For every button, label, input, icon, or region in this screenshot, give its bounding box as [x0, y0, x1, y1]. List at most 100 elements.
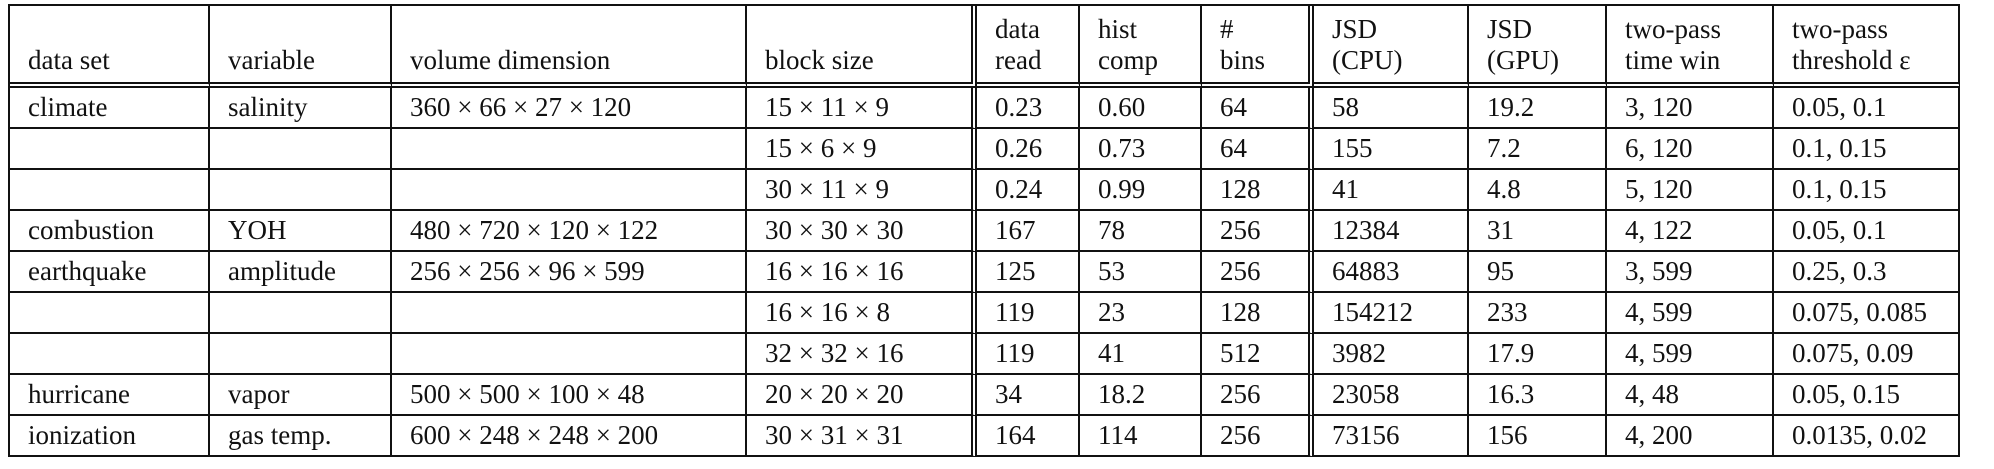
table-row: climate salinity 360 × 66 × 27 × 120 15 × 1…	[10, 88, 1960, 129]
cell-block-size: 16 × 16 × 8	[747, 293, 977, 334]
cell-data-set: combustion	[10, 211, 210, 252]
cell-jsd-gpu: 19.2	[1469, 88, 1607, 129]
cell-threshold: 0.1, 0.15	[1774, 129, 1960, 170]
cell-jsd-gpu: 233	[1469, 293, 1607, 334]
cell-data-set: ionization	[10, 416, 210, 457]
cell-data-read: 167	[977, 211, 1080, 252]
cell-volume-dimension: 600 × 248 × 248 × 200	[392, 416, 747, 457]
table-row: 15 × 6 × 9 0.26 0.73 64 155 7.2 6, 120 0.1, 0.1…	[10, 129, 1960, 170]
table-container: data set variable volume dimension block…	[8, 4, 1960, 457]
table-body: climate salinity 360 × 66 × 27 × 120 15 × 1…	[10, 88, 1960, 457]
cell-jsd-gpu: 7.2	[1469, 129, 1607, 170]
cell-bins: 128	[1202, 293, 1314, 334]
cell-data-read: 34	[977, 375, 1080, 416]
cell-variable: salinity	[210, 88, 392, 129]
cell-jsd-gpu: 17.9	[1469, 334, 1607, 375]
col-header-block-size: block size	[747, 6, 977, 88]
cell-time-win: 4, 200	[1607, 416, 1774, 457]
col-header-jsd-cpu: JSD (CPU)	[1314, 6, 1469, 88]
cell-threshold: 0.0135, 0.02	[1774, 416, 1960, 457]
cell-time-win: 4, 122	[1607, 211, 1774, 252]
cell-jsd-cpu: 41	[1314, 170, 1469, 211]
cell-time-win: 4, 48	[1607, 375, 1774, 416]
cell-jsd-gpu: 16.3	[1469, 375, 1607, 416]
cell-hist-comp: 23	[1080, 293, 1202, 334]
cell-threshold: 0.05, 0.1	[1774, 211, 1960, 252]
cell-time-win: 4, 599	[1607, 334, 1774, 375]
results-table: data set variable volume dimension block…	[8, 4, 1960, 457]
cell-jsd-cpu: 58	[1314, 88, 1469, 129]
cell-block-size: 15 × 11 × 9	[747, 88, 977, 129]
cell-data-set: climate	[10, 88, 210, 129]
cell-data-set: hurricane	[10, 375, 210, 416]
cell-bins: 256	[1202, 416, 1314, 457]
cell-hist-comp: 41	[1080, 334, 1202, 375]
cell-volume-dimension: 480 × 720 × 120 × 122	[392, 211, 747, 252]
cell-block-size: 16 × 16 × 16	[747, 252, 977, 293]
cell-jsd-cpu: 12384	[1314, 211, 1469, 252]
cell-hist-comp: 78	[1080, 211, 1202, 252]
cell-bins: 256	[1202, 252, 1314, 293]
cell-data-set	[10, 170, 210, 211]
cell-hist-comp: 18.2	[1080, 375, 1202, 416]
cell-bins: 256	[1202, 375, 1314, 416]
cell-block-size: 30 × 31 × 31	[747, 416, 977, 457]
table-row: earthquake amplitude 256 × 256 × 96 × 599 1…	[10, 252, 1960, 293]
col-header-bins: # bins	[1202, 6, 1314, 88]
cell-data-set: earthquake	[10, 252, 210, 293]
cell-data-set	[10, 293, 210, 334]
cell-time-win: 6, 120	[1607, 129, 1774, 170]
cell-jsd-gpu: 31	[1469, 211, 1607, 252]
cell-variable: amplitude	[210, 252, 392, 293]
cell-data-read: 0.26	[977, 129, 1080, 170]
cell-jsd-cpu: 23058	[1314, 375, 1469, 416]
cell-variable	[210, 293, 392, 334]
cell-variable: gas temp.	[210, 416, 392, 457]
cell-threshold: 0.1, 0.15	[1774, 170, 1960, 211]
cell-hist-comp: 0.73	[1080, 129, 1202, 170]
cell-threshold: 0.25, 0.3	[1774, 252, 1960, 293]
cell-variable	[210, 170, 392, 211]
cell-threshold: 0.05, 0.1	[1774, 88, 1960, 129]
cell-volume-dimension	[392, 170, 747, 211]
cell-time-win: 5, 120	[1607, 170, 1774, 211]
cell-jsd-cpu: 3982	[1314, 334, 1469, 375]
cell-data-read: 119	[977, 334, 1080, 375]
col-header-jsd-gpu: JSD (GPU)	[1469, 6, 1607, 88]
table-row: ionization gas temp. 600 × 248 × 248 × 200…	[10, 416, 1960, 457]
cell-jsd-gpu: 156	[1469, 416, 1607, 457]
cell-block-size: 30 × 30 × 30	[747, 211, 977, 252]
table-row: hurricane vapor 500 × 500 × 100 × 48 20 × 2…	[10, 375, 1960, 416]
cell-data-set	[10, 334, 210, 375]
cell-jsd-cpu: 73156	[1314, 416, 1469, 457]
cell-volume-dimension: 360 × 66 × 27 × 120	[392, 88, 747, 129]
cell-data-read: 0.23	[977, 88, 1080, 129]
cell-time-win: 3, 120	[1607, 88, 1774, 129]
col-header-variable: variable	[210, 6, 392, 88]
cell-jsd-cpu: 154212	[1314, 293, 1469, 334]
cell-volume-dimension	[392, 129, 747, 170]
cell-hist-comp: 114	[1080, 416, 1202, 457]
table-row: combustion YOH 480 × 720 × 120 × 122 30 × 3…	[10, 211, 1960, 252]
cell-jsd-gpu: 95	[1469, 252, 1607, 293]
cell-jsd-cpu: 64883	[1314, 252, 1469, 293]
cell-data-read: 164	[977, 416, 1080, 457]
col-header-two-pass-threshold: two-pass threshold ε	[1774, 6, 1960, 88]
cell-block-size: 30 × 11 × 9	[747, 170, 977, 211]
cell-data-read: 119	[977, 293, 1080, 334]
table-row: 16 × 16 × 8 119 23 128 154212 233 4, 599 0.075,…	[10, 293, 1960, 334]
col-header-hist-comp: hist comp	[1080, 6, 1202, 88]
header-row: data set variable volume dimension block…	[10, 6, 1960, 88]
cell-block-size: 32 × 32 × 16	[747, 334, 977, 375]
cell-bins: 64	[1202, 88, 1314, 129]
cell-variable: vapor	[210, 375, 392, 416]
cell-volume-dimension	[392, 334, 747, 375]
col-header-data-read: data read	[977, 6, 1080, 88]
cell-bins: 512	[1202, 334, 1314, 375]
cell-hist-comp: 0.99	[1080, 170, 1202, 211]
cell-bins: 256	[1202, 211, 1314, 252]
cell-hist-comp: 53	[1080, 252, 1202, 293]
cell-jsd-cpu: 155	[1314, 129, 1469, 170]
cell-time-win: 3, 599	[1607, 252, 1774, 293]
cell-data-set	[10, 129, 210, 170]
